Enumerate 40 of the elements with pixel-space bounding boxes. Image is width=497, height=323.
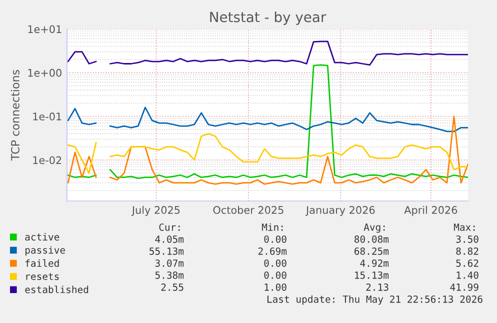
legend-label: established [25,286,88,294]
text: 4.92m [360,259,389,267]
text: 1.00 [264,283,286,291]
text: 8.82 [456,247,478,255]
x-tick-label: April 2026 [404,206,458,216]
legend-label: resets [26,273,59,280]
y-tick-label: 1e+00 [28,68,62,77]
x-tick-label: July 2025 [131,206,180,216]
text: Last update: Thu May 21 22:56:13 2026 [267,295,482,305]
y-axis-title: TCP connections [10,70,20,161]
text: 4.05m [155,235,184,243]
text: 15.13m [355,271,389,279]
text: 1.40 [456,271,478,279]
legend-label: failed [26,259,59,267]
text: Avg: [364,224,385,233]
legend-label: active [25,233,60,241]
x-tick-label: January 2026 [305,206,375,216]
text: 0.00 [264,259,286,267]
text: 41.99 [450,283,478,291]
y-tick-label: 1e+01 [28,25,62,34]
text: 2.69m [258,247,287,255]
x-tick-label: October 2025 [213,206,284,214]
text: 0.00 [264,271,286,279]
text: 3.07m [155,259,184,267]
text: Max: [454,224,475,231]
chart-title: Netstat - by year [210,12,326,25]
text: 5.38m [155,271,184,279]
text: 5.62 [456,259,478,267]
text: 68.25m [354,247,389,255]
text: 3.50 [456,235,478,243]
text: 55.13m [150,247,184,255]
y-tick-label: 1e-01 [33,112,62,120]
legend-label: passive [25,246,65,256]
text: Cur: [159,223,180,231]
text: 2.55 [161,283,184,291]
text: 80.08m [354,235,389,243]
text: Min: [262,223,283,231]
y-tick-label: 1e-02 [33,156,62,164]
text: 0.00 [264,235,286,243]
text: 2.13 [366,283,388,291]
